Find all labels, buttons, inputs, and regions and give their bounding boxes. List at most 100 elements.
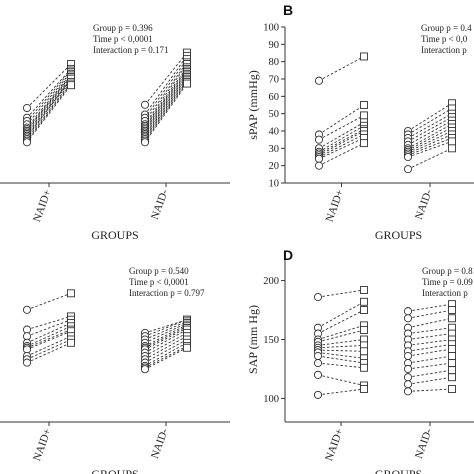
- baseline-point: [313, 370, 323, 379]
- y-tick-label: 100: [263, 394, 279, 405]
- paired-line: [26, 292, 72, 311]
- paired-line: [407, 309, 453, 319]
- followup-point: [360, 363, 368, 372]
- followup-point: [67, 289, 75, 298]
- paired-line: [407, 134, 453, 154]
- paired-line: [318, 130, 365, 156]
- y-tick-label: 80: [269, 57, 280, 68]
- baseline-point: [403, 314, 413, 323]
- x-axis-label: GROUPS: [91, 467, 138, 474]
- paired-line: [144, 55, 188, 115]
- y-tick-label: 70: [269, 75, 280, 86]
- paired-line: [318, 104, 365, 135]
- paired-line: [144, 329, 188, 354]
- paired-line: [144, 347, 188, 370]
- paired-line: [318, 142, 365, 167]
- paired-line: [317, 329, 365, 343]
- paired-line: [317, 352, 365, 359]
- paired-line: [26, 71, 72, 125]
- baseline-point: [313, 390, 323, 399]
- paired-line: [317, 388, 365, 396]
- followup-point: [360, 101, 368, 109]
- followup-point: [360, 297, 368, 306]
- baseline-point: [314, 135, 324, 144]
- paired-line: [144, 319, 188, 337]
- followup-point: [360, 286, 368, 294]
- paired-line: [407, 355, 453, 364]
- y-tick-label: 10: [269, 179, 280, 190]
- paired-line: [144, 58, 188, 119]
- paired-line: [318, 137, 365, 160]
- followup-point: [448, 344, 456, 353]
- baseline-point: [313, 293, 323, 302]
- paired-line: [407, 130, 453, 153]
- baseline-point: [314, 76, 324, 85]
- stats-annotation-line: Interaction p: [422, 288, 468, 298]
- chart-panel-d: 100 150 200 SAP (mm Hg) D NAID+ NAID- GROUPS Gro…: [246, 247, 474, 474]
- baseline-point: [403, 307, 413, 316]
- paired-line: [317, 344, 365, 349]
- paired-line: [144, 78, 188, 138]
- baseline-point: [314, 161, 324, 170]
- paired-line: [144, 63, 188, 125]
- paired-line: [317, 355, 365, 364]
- x-tick-label: NAID+: [31, 427, 54, 463]
- paired-line: [144, 67, 188, 127]
- x-tick-label: NAID-: [149, 427, 171, 461]
- baseline-point: [22, 138, 32, 147]
- stats-annotation-line: Time p < 0,0: [421, 34, 468, 44]
- paired-line: [26, 319, 72, 337]
- y-axis-label: sPAP (mmHg): [246, 70, 260, 139]
- baseline-point: [22, 305, 32, 314]
- paired-line: [144, 71, 188, 132]
- baseline-point: [403, 165, 413, 174]
- paired-line: [317, 339, 365, 346]
- x-tick-label: NAID+: [324, 188, 347, 224]
- paired-line: [317, 374, 365, 386]
- y-tick-label: 90: [269, 40, 280, 51]
- stats-annotation-line: Interaction p = 0.797: [129, 288, 205, 298]
- followup-point: [448, 137, 456, 146]
- stats-annotation-line: Interaction p: [421, 45, 467, 55]
- baseline-point: [22, 103, 32, 113]
- paired-line: [26, 322, 72, 344]
- followup-point: [360, 111, 368, 120]
- paired-line: [407, 303, 453, 312]
- followup-point: [448, 373, 456, 382]
- y-tick-label: 100: [263, 23, 279, 34]
- paired-line: [144, 62, 188, 122]
- panel-letter: B: [283, 2, 293, 18]
- paired-line: [144, 322, 188, 344]
- followup-point: [448, 144, 456, 153]
- paired-line: [144, 327, 188, 350]
- followup-point: [67, 338, 75, 347]
- followup-point: [67, 81, 75, 90]
- paired-line: [407, 376, 453, 385]
- followup-point: [448, 366, 456, 375]
- paired-line: [144, 345, 188, 368]
- paired-line: [26, 76, 72, 133]
- paired-line: [144, 68, 188, 128]
- paired-line: [26, 80, 72, 137]
- paired-line: [407, 137, 453, 156]
- paired-line: [407, 339, 453, 346]
- paired-line: [26, 63, 72, 109]
- baseline-point: [140, 100, 150, 109]
- paired-line: [407, 348, 453, 357]
- paired-line: [144, 81, 188, 141]
- paired-line: [317, 289, 365, 298]
- paired-line: [407, 127, 453, 151]
- paired-line: [26, 329, 72, 349]
- baseline-point: [140, 365, 150, 374]
- stats-annotation-line: Group p = 0.540: [129, 266, 189, 276]
- baseline-point: [403, 373, 413, 382]
- paired-line: [144, 325, 188, 349]
- paired-line: [144, 83, 188, 143]
- paired-line: [407, 140, 453, 158]
- baseline-point: [313, 359, 323, 368]
- paired-line: [318, 121, 365, 149]
- stats-annotation-line: Interaction p = 0.171: [93, 45, 169, 55]
- paired-line: [317, 301, 365, 329]
- followup-point: [183, 343, 191, 352]
